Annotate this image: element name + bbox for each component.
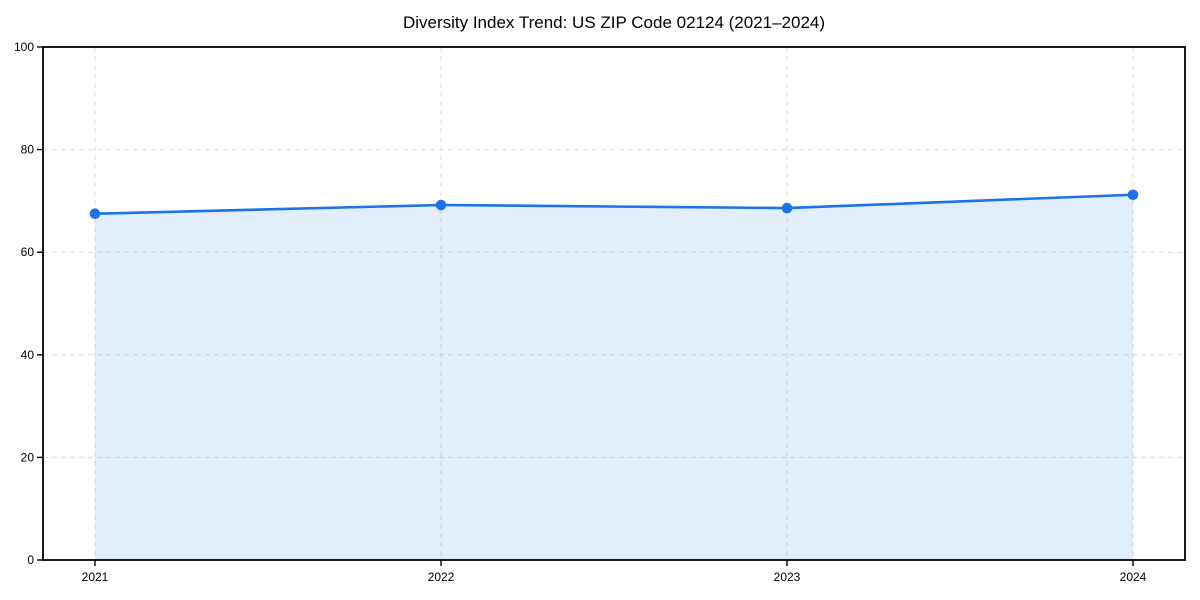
data-point-marker: [781, 202, 793, 214]
grid-lines: [43, 47, 1185, 560]
y-axis-ticks: 0 20 40 60 80 100: [14, 40, 43, 567]
chart-title: Diversity Index Trend: US ZIP Code 02124…: [402, 13, 826, 32]
data-point-markers: [89, 189, 1139, 220]
x-tick-label: 2024: [1120, 570, 1147, 584]
x-tick-label: 2022: [428, 570, 455, 584]
data-point-marker: [435, 199, 447, 211]
y-tick-label: 0: [27, 553, 34, 567]
y-tick-label: 40: [21, 348, 35, 362]
y-tick-label: 60: [21, 245, 35, 259]
y-tick-label: 100: [14, 40, 34, 54]
data-point-marker: [1127, 189, 1139, 201]
x-tick-label: 2023: [774, 570, 801, 584]
y-tick-label: 20: [21, 450, 35, 464]
data-point-marker: [89, 208, 101, 220]
x-tick-label: 2021: [82, 570, 109, 584]
area-fill: [95, 194, 1133, 560]
x-axis-ticks: 2021 2022 2023 2024: [82, 560, 1147, 584]
y-tick-label: 80: [21, 143, 35, 157]
trend-line: [93, 193, 1135, 216]
axis-frame: [42, 46, 1186, 561]
